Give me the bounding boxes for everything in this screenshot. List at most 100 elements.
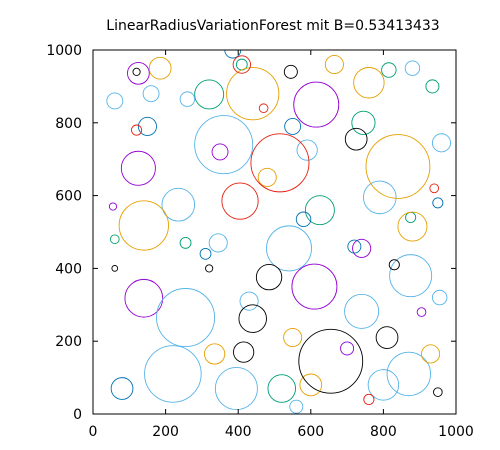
circle-point (293, 81, 340, 128)
circle-point (351, 110, 376, 135)
circle-point (404, 60, 421, 76)
y-tick-label: 400 (55, 261, 82, 277)
circle-point (344, 293, 380, 329)
circle-point (431, 133, 452, 153)
circle-point (239, 291, 259, 311)
circle-point (347, 239, 362, 254)
circle-point (127, 61, 150, 85)
circle-point (111, 265, 119, 272)
circle-point (110, 377, 134, 400)
series-6 (111, 64, 443, 397)
series-3 (118, 55, 441, 397)
circle-point (208, 233, 228, 253)
y-tick-label: 600 (55, 189, 82, 205)
circle-point (258, 103, 269, 114)
circle-point (353, 67, 385, 99)
circle-point (118, 200, 169, 251)
y-tick-label: 0 (73, 407, 82, 423)
circle-point (179, 237, 192, 249)
y-tick-label: 200 (55, 334, 82, 350)
circle-point (194, 79, 225, 110)
x-tick-label: 400 (225, 424, 252, 440)
circle-point (421, 344, 441, 364)
circle-point (386, 351, 432, 397)
circle-point (388, 259, 400, 271)
circle-point (295, 211, 312, 227)
circle-point (340, 341, 355, 356)
circle-point (179, 91, 196, 107)
circle-point (257, 167, 277, 187)
plot-area (106, 50, 452, 414)
circle-point (432, 197, 444, 209)
circle-point (267, 374, 297, 403)
circle-point (304, 195, 335, 226)
circle-point (255, 263, 283, 291)
series-1 (109, 58, 440, 403)
circle-point (296, 139, 318, 161)
circle-point (203, 343, 226, 365)
circle-point (226, 67, 280, 121)
circle-point (389, 254, 433, 298)
series-5 (131, 55, 440, 405)
circle-point (266, 225, 312, 272)
circle-point (363, 393, 375, 405)
series-2 (106, 60, 452, 414)
x-tick-label: 600 (297, 424, 324, 440)
circle-point (109, 234, 120, 245)
circle-point (299, 373, 323, 397)
circle-point (131, 124, 143, 136)
circle-point (433, 387, 443, 397)
circle-point (381, 62, 397, 78)
circle-point (289, 399, 304, 414)
circle-point (298, 328, 364, 394)
x-tick-label: 200 (152, 424, 179, 440)
circle-point (429, 183, 440, 194)
circle-point (283, 328, 303, 348)
circle-point (156, 288, 216, 348)
circle-point (137, 116, 157, 136)
circle-point (214, 367, 258, 411)
circle-point (221, 182, 259, 220)
circle-point (142, 85, 160, 103)
chart-title: LinearRadiusVariationForest mit B=0.5341… (106, 18, 439, 34)
circle-point (148, 56, 172, 80)
x-tick-label: 800 (370, 424, 397, 440)
circle-point (283, 64, 298, 79)
circle-point (233, 341, 255, 363)
circle-point (362, 180, 397, 215)
circle-point (324, 55, 344, 75)
circle-point (211, 143, 229, 161)
x-tick-label: 1000 (438, 424, 474, 440)
circle-point (367, 369, 400, 401)
circle-point (365, 134, 431, 199)
circle-point (120, 150, 156, 186)
circle-point (291, 263, 338, 310)
circle-point (132, 67, 141, 76)
y-tick-label: 1000 (46, 43, 82, 59)
circle-point (144, 345, 202, 403)
circle-point (416, 307, 427, 317)
circle-point (375, 326, 399, 349)
series-0 (108, 61, 427, 356)
circle-point (199, 247, 212, 260)
circle-point (425, 79, 440, 94)
circle-point (397, 211, 428, 242)
circle-point (344, 127, 368, 151)
circle-point (108, 202, 118, 211)
circle-point (250, 133, 310, 193)
circle-point (106, 92, 124, 110)
circle-point (124, 278, 164, 318)
plot-frame (92, 49, 457, 415)
circle-point (352, 238, 372, 258)
circle-point (284, 118, 302, 135)
circle-point (431, 289, 448, 306)
circle-point (205, 264, 214, 273)
x-tick-label: 0 (89, 424, 98, 440)
circle-point (238, 304, 267, 333)
y-tick-label: 800 (55, 116, 82, 132)
circle-point (194, 115, 254, 175)
circle-point (232, 55, 251, 74)
circle-point (161, 187, 196, 222)
